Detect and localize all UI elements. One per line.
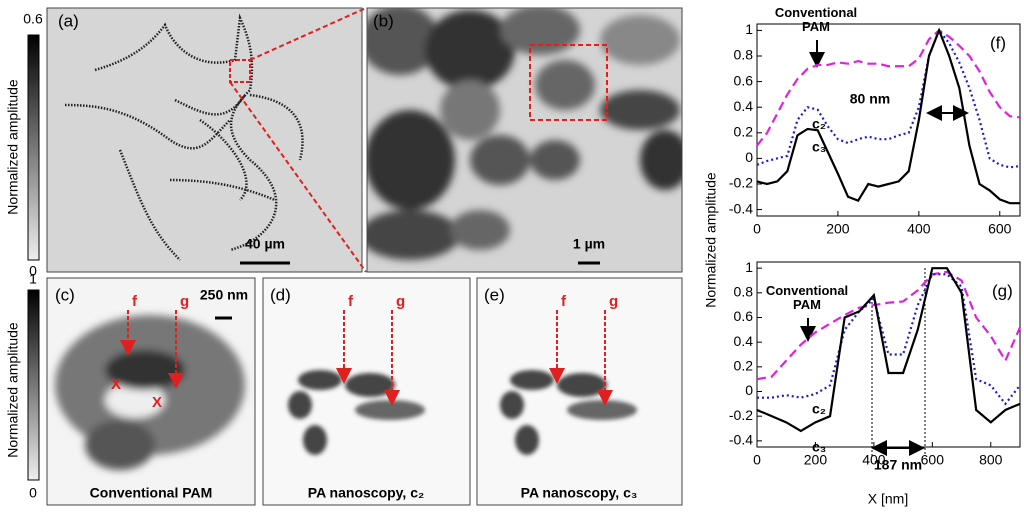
panel-label: (c) bbox=[55, 285, 75, 304]
annotation-box: Conventional PAM bbox=[774, 6, 858, 34]
marker: X bbox=[152, 394, 162, 411]
panel-d bbox=[262, 277, 471, 506]
y-tick-label: 1 bbox=[745, 21, 753, 37]
y-tick-label: 0.4 bbox=[734, 98, 754, 114]
y-tick-label: 0.6 bbox=[734, 308, 754, 324]
panel-b bbox=[366, 7, 683, 273]
y-tick-label: 0.2 bbox=[734, 358, 754, 374]
x-tick-label: 600 bbox=[988, 221, 1012, 237]
y-tick-label: -0.2 bbox=[729, 407, 753, 423]
x-tick-label: 0 bbox=[753, 221, 761, 237]
panel-label: (b) bbox=[373, 11, 394, 30]
marker: g bbox=[180, 293, 189, 310]
scale-bar-label: 250 nm bbox=[200, 287, 248, 303]
x-tick-label: 400 bbox=[862, 452, 886, 468]
y-tick-label: 0 bbox=[745, 382, 753, 398]
x-axis-label: X [nm] bbox=[868, 491, 908, 507]
annotation: 187 nm bbox=[874, 457, 922, 473]
panel-e bbox=[476, 277, 683, 506]
marker: f bbox=[348, 293, 354, 310]
panel-a bbox=[46, 7, 367, 273]
x-tick-label: 200 bbox=[826, 221, 850, 237]
series-line bbox=[757, 273, 1021, 406]
series-line bbox=[756, 28, 1021, 169]
y-tick-label: 0.2 bbox=[734, 124, 754, 140]
marker: g bbox=[396, 293, 405, 310]
y-tick-label: 0.4 bbox=[734, 333, 754, 349]
annotation-arrows bbox=[800, 40, 969, 456]
panel-c bbox=[46, 277, 256, 506]
plot-frame bbox=[756, 261, 1021, 448]
marker: X bbox=[111, 376, 121, 393]
panel-label: (d) bbox=[270, 285, 291, 304]
y-axis-label: Normalized amplitude bbox=[703, 172, 719, 308]
caption: PA nanoscopy, c₃ bbox=[521, 485, 638, 501]
series-line bbox=[756, 29, 1021, 147]
x-tick-label: 600 bbox=[921, 452, 945, 468]
colorbar bbox=[27, 34, 40, 261]
colorbar-min: 0 bbox=[29, 263, 37, 279]
series-line bbox=[756, 270, 1022, 381]
annotation: c₂ bbox=[812, 401, 826, 417]
annotation: c₃ bbox=[812, 139, 826, 155]
scale-bar-label: 1 µm bbox=[573, 236, 605, 252]
colorbar-max: 1 bbox=[29, 271, 37, 287]
y-tick-label: 0.6 bbox=[734, 72, 754, 88]
panel-label: (a) bbox=[58, 11, 79, 30]
x-tick-label: 0 bbox=[753, 452, 761, 468]
marker: f bbox=[561, 293, 567, 310]
y-tick-label: 0.8 bbox=[734, 284, 754, 300]
y-tick-label: -0.4 bbox=[729, 200, 753, 216]
series-line bbox=[756, 267, 1021, 433]
annotation: Conventional PAM bbox=[765, 284, 849, 312]
series-line bbox=[756, 27, 1020, 205]
y-tick-label: 0 bbox=[745, 149, 753, 165]
colorbar bbox=[27, 289, 40, 481]
x-tick-label: 800 bbox=[979, 452, 1003, 468]
plot-frame bbox=[756, 23, 1021, 217]
marker: f bbox=[132, 293, 138, 310]
scale-bar-label: 40 µm bbox=[245, 236, 285, 252]
panel-label: (g) bbox=[992, 281, 1013, 300]
colorbar-label: Normalized amplitude bbox=[5, 322, 21, 458]
y-tick-label: 0.8 bbox=[734, 47, 754, 63]
annotation: Conventional PAM bbox=[774, 6, 858, 34]
annotation-box: Conventional PAM bbox=[765, 284, 849, 312]
y-tick-label: -0.4 bbox=[729, 432, 753, 448]
red-arrows bbox=[120, 310, 613, 406]
caption: PA nanoscopy, c₂ bbox=[308, 485, 424, 501]
colorbar-label: Normalized amplitude bbox=[5, 79, 21, 215]
marker: g bbox=[609, 293, 618, 310]
y-tick-label: 1 bbox=[745, 259, 753, 275]
annotation: 80 nm bbox=[850, 91, 890, 107]
panel-label: (f) bbox=[990, 33, 1006, 52]
x-tick-label: 400 bbox=[907, 221, 931, 237]
caption: Conventional PAM bbox=[90, 485, 213, 501]
y-tick-label: -0.2 bbox=[729, 175, 753, 191]
x-tick-label: 200 bbox=[804, 452, 828, 468]
colorbar-min: 0 bbox=[29, 485, 37, 501]
panel-label: (e) bbox=[484, 285, 505, 304]
colorbar-max: 0.6 bbox=[23, 11, 43, 27]
